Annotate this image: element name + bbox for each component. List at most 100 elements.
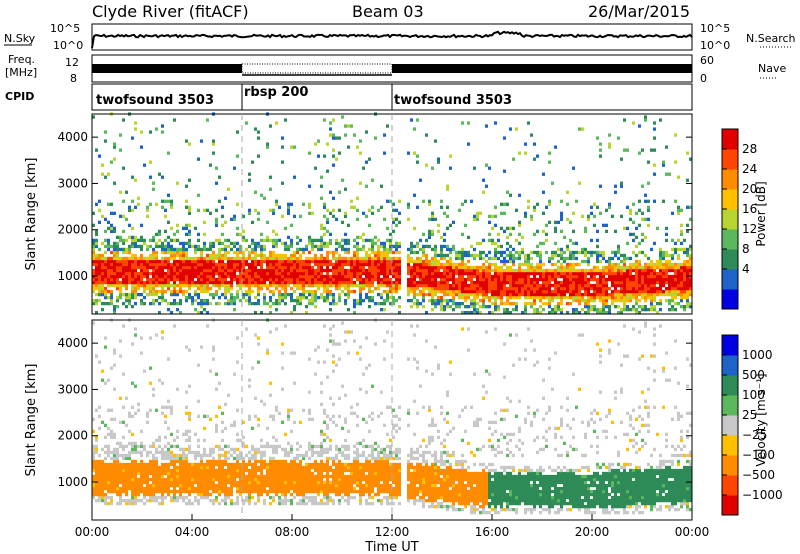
power-cell [638, 208, 641, 212]
velocity-cell [200, 453, 203, 458]
power-cell [413, 295, 416, 300]
power-cell [161, 283, 164, 288]
power-cell [377, 301, 380, 306]
power-cell [224, 253, 227, 258]
power-cell [383, 283, 386, 288]
power-cell [338, 259, 341, 264]
power-cell [269, 268, 272, 273]
velocity-cell [197, 486, 200, 491]
power-cell [329, 232, 332, 237]
power-cell [635, 274, 638, 279]
velocity-cell [155, 474, 158, 479]
power-cell [320, 283, 323, 288]
power-cell [326, 283, 329, 288]
power-cell [296, 274, 299, 279]
power-cell [188, 259, 191, 264]
power-cell [575, 277, 578, 282]
power-cell [134, 238, 137, 243]
power-cell [440, 298, 443, 303]
power-cell [689, 271, 692, 276]
power-cell [617, 271, 620, 276]
power-cell [275, 244, 278, 249]
power-cell [467, 265, 470, 270]
power-cell [413, 286, 416, 291]
power-cell [413, 244, 416, 249]
power-cell [548, 283, 551, 288]
velocity-cell [149, 489, 152, 494]
power-cell [668, 292, 671, 297]
power-cell [245, 262, 248, 267]
freq-band-seg1 [92, 64, 242, 73]
velocity-cell [185, 468, 188, 473]
velocity-cell [152, 462, 155, 467]
power-cell [422, 280, 425, 285]
velocity-cell [167, 441, 170, 446]
velocity-cell [152, 393, 155, 397]
power-cell [113, 244, 116, 249]
velocity-cell [197, 498, 200, 503]
velocity-cell [113, 387, 116, 391]
power-cell [113, 268, 116, 273]
power-cell [275, 265, 278, 270]
power-cell [362, 232, 365, 237]
power-cell [95, 256, 98, 261]
power-cell [560, 253, 563, 258]
power-cell [443, 289, 446, 294]
velocity-cell [185, 462, 188, 467]
power-cell [614, 262, 617, 267]
power-cell [476, 307, 479, 312]
power-cell [422, 277, 425, 282]
power-cell [371, 247, 374, 252]
power-cell [263, 295, 266, 300]
velocity-cell [95, 483, 98, 488]
power-cell [668, 253, 671, 258]
power-cell [512, 157, 515, 161]
velocity-cell [173, 477, 176, 482]
velocity-cell [263, 462, 266, 467]
power-cell [92, 283, 95, 288]
power-cell [461, 280, 464, 285]
power-cell [92, 271, 95, 276]
power-cell [395, 208, 398, 212]
power-cell [425, 253, 428, 258]
power-cell [194, 226, 197, 231]
power-cell [563, 271, 566, 276]
power-cell [263, 280, 266, 285]
power-cell [230, 271, 233, 276]
power-cell [230, 301, 233, 306]
power-cell [131, 271, 134, 276]
velocity-cell [185, 447, 188, 452]
power-cell [332, 214, 335, 219]
velocity-cell [161, 501, 164, 506]
velocity-cell [188, 411, 191, 415]
power-cell [233, 268, 236, 273]
power-cell [386, 298, 389, 303]
power-cell [608, 271, 611, 276]
power-cell [542, 211, 545, 215]
power-cell [449, 292, 452, 297]
velocity-cell [218, 456, 221, 461]
power-cell [356, 277, 359, 282]
power-cell [206, 247, 209, 252]
power-cell [215, 268, 218, 273]
power-cell [515, 283, 518, 288]
power-cell [464, 271, 467, 276]
velocity-cell [98, 462, 101, 467]
power-cell [149, 259, 152, 264]
velocity-cell [119, 486, 122, 491]
power-cell [284, 244, 287, 249]
velocity-cell [98, 459, 101, 464]
velocity-cell [143, 465, 146, 470]
beam-title: Beam 03 [352, 2, 424, 21]
power-cell [617, 274, 620, 279]
power-cell [350, 289, 353, 294]
velocity-cell [215, 414, 218, 418]
power-cell [623, 289, 626, 294]
power-cell [383, 301, 386, 306]
power-cell [452, 295, 455, 300]
power-cell [296, 259, 299, 264]
power-cell [458, 265, 461, 270]
power-cell [473, 214, 476, 219]
power-cell [491, 226, 494, 231]
power-cell [443, 256, 446, 261]
